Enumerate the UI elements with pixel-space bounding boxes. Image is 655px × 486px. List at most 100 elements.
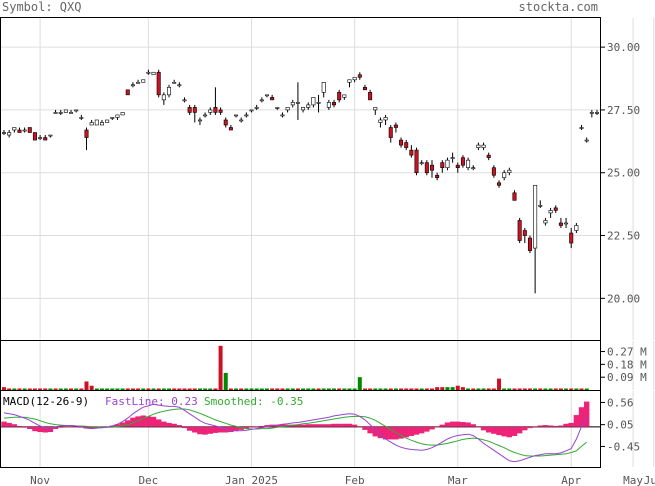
macd-histogram-bar [176,425,183,427]
candle-body [527,237,532,251]
volume-bar [347,388,352,390]
macd-histogram-bar [553,425,559,427]
volume-bar [27,388,32,390]
macd-title: MACD(12-26-9) [3,395,89,408]
candles-layer [1,69,599,294]
price-tick-label: 22.50 [607,230,640,243]
macd-histogram-bar [382,426,389,440]
candle-body [460,157,465,166]
candle-body [53,112,58,114]
x-tick-label: May [623,474,643,486]
macd-histogram-bar [388,426,394,440]
volume-bar [295,388,300,390]
macd-histogram-bar [238,426,244,430]
macd-histogram-bar [58,426,64,428]
macd-histogram-bar [253,426,260,427]
volume-bar [115,388,120,390]
candle-body [203,114,208,117]
candle-body [259,99,264,102]
volume-bar [177,388,182,390]
volume-bar [156,388,161,390]
macd-histogram-bar [248,426,255,428]
macd-histogram-bar [429,426,435,430]
macd-histogram-bar [439,424,446,427]
macd-histogram-bar [424,426,430,432]
price-tick-label: 30.00 [607,41,640,54]
candle-body [187,107,192,113]
volume-bar [388,388,393,390]
candle-body [440,162,445,168]
macd-histogram-bar [6,422,12,427]
volume-bar [409,388,414,390]
macd-histogram-bar [73,426,79,428]
candle-body [177,84,182,87]
volume-bar [543,388,548,390]
macd-fast-line [3,403,588,463]
macd-histogram-bar [94,426,100,429]
volume-bar [301,388,306,390]
candle-body [311,97,316,106]
candle-body [94,119,99,126]
candle-body [594,112,599,114]
price-tick-label: 25.00 [607,167,640,180]
candle-body [378,119,383,123]
volume-bar [507,388,512,390]
volume-bar [419,388,424,390]
volume-bar [455,385,460,390]
candle-body [553,207,558,211]
candle-body [548,210,553,214]
macd-histogram-bar [393,426,399,440]
macd-histogram-bar [202,426,208,435]
price-tick-label: 27.50 [607,104,640,117]
candle-body [172,81,177,84]
macd-histogram-bar [274,424,280,427]
macd-histogram-bar [573,415,580,427]
macd-histogram-bar [140,415,146,427]
macd-histogram-bar [460,422,466,427]
candle-body [502,172,507,179]
candle-body [285,107,290,111]
candle-body [197,119,202,122]
volume-bar [182,388,187,390]
volume-bar [553,388,558,390]
volume-bar [393,388,398,390]
macd-histogram-bar [331,423,337,427]
volume-bar [564,388,569,390]
macd-histogram-bar [403,426,409,438]
candle-body [99,122,104,126]
volume-bar [466,388,471,390]
candle-body [295,102,300,104]
candle-body [17,129,22,133]
macd-histogram-bar [233,426,239,432]
candle-body [130,84,135,87]
candle-body [435,174,440,179]
volume-bar [12,388,17,390]
volume-bar [429,388,434,390]
macd-smoothed-line [3,408,588,457]
macd-histogram-bar [501,426,507,437]
volume-bar [280,388,285,390]
macd-histogram-bar [583,401,590,427]
volume-bar [53,388,58,390]
candle-body [120,112,125,116]
macd-histogram-bar [511,426,518,436]
macd-histogram-bar [506,426,513,438]
candle-body [115,114,120,118]
candle-body [569,232,574,244]
volume-bar [584,388,589,390]
candle-body [213,107,218,113]
volume-bar [306,388,311,390]
macd-histogram-bar [480,426,487,431]
macd-histogram-bar [542,425,549,427]
macd-histogram-bar [372,426,378,437]
candle-body [249,109,254,112]
macd-histogram-bar [217,426,224,433]
candle-body [388,127,393,138]
candle-body [244,114,249,117]
macd-histogram-bar [32,426,38,432]
macd-histogram-bar [527,426,533,429]
candle-body [151,71,156,76]
volume-bar [213,388,218,390]
